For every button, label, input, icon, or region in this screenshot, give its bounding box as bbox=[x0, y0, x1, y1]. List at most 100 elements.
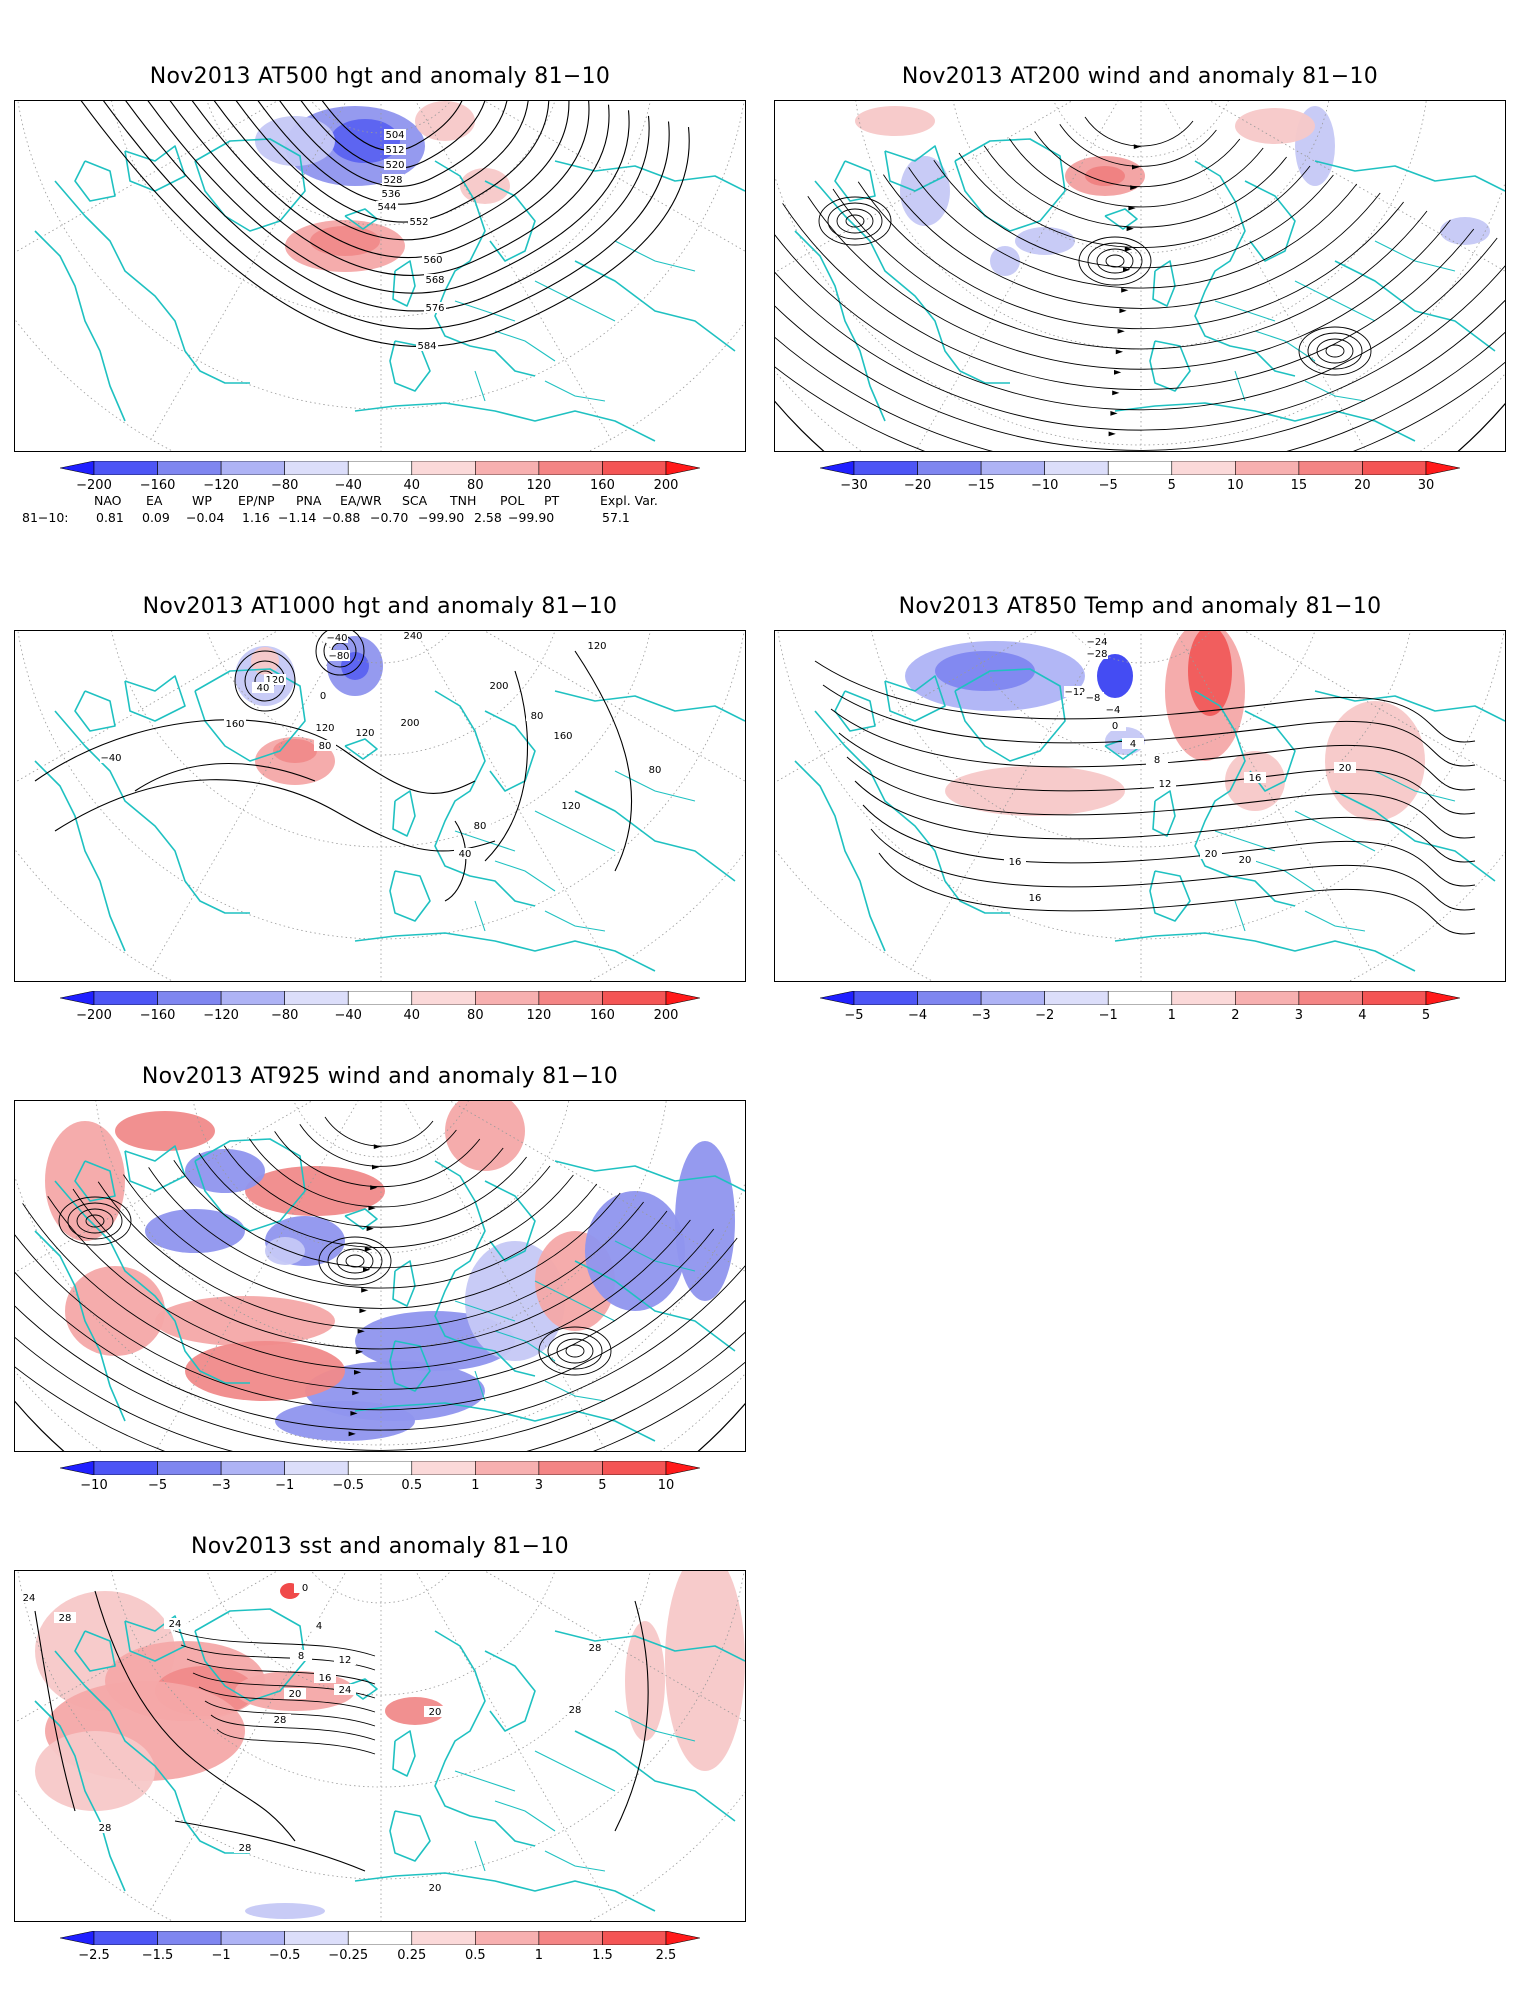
colorbar-tick-label: −15 bbox=[967, 478, 995, 493]
colorbar-swatch bbox=[602, 460, 667, 476]
colorbar-swatch bbox=[1298, 990, 1363, 1006]
coastline bbox=[484, 180, 536, 262]
country-border bbox=[534, 1750, 616, 1792]
coastline bbox=[354, 1872, 656, 1912]
colorbar-swatch bbox=[853, 990, 918, 1006]
colorbar-tick-label: −120 bbox=[203, 1008, 239, 1023]
anomaly-shading bbox=[245, 1903, 325, 1919]
colorbar-labels: −5 −4 −3 −2 −1 1 2 3 4 5 bbox=[820, 1008, 1460, 1026]
country-border bbox=[544, 1850, 606, 1872]
contour-line bbox=[878, 852, 1476, 935]
coastline bbox=[389, 870, 431, 922]
colorbar-swatch bbox=[853, 460, 918, 476]
contour-line bbox=[213, 101, 570, 241]
colorbar-tick-label: −0.5 bbox=[268, 1948, 301, 1963]
streamline-arrow bbox=[370, 1185, 378, 1191]
contour-line bbox=[174, 1630, 376, 1657]
colorbar-tick-label: −2 bbox=[1035, 1008, 1055, 1023]
contour-label: −28 bbox=[1086, 649, 1107, 660]
colorbar-tick-label: 3 bbox=[534, 1478, 544, 1493]
coastline bbox=[54, 710, 250, 914]
streamline-eddy bbox=[1325, 344, 1345, 358]
coastline bbox=[554, 1630, 745, 1662]
contour-line bbox=[846, 756, 1476, 839]
contour-line bbox=[47, 1195, 691, 1370]
contour-line bbox=[1009, 138, 1264, 208]
contour-label: 544 bbox=[377, 202, 396, 213]
contour-line bbox=[775, 299, 1505, 451]
contour-label: 16 bbox=[1249, 773, 1262, 784]
country-border bbox=[544, 910, 606, 932]
anomaly-shading bbox=[855, 106, 935, 136]
colorbar-swatch bbox=[157, 1930, 222, 1946]
contour-label: 12 bbox=[1159, 779, 1172, 790]
colorbar-swatch bbox=[602, 1460, 667, 1476]
colorbar-swatch bbox=[93, 1460, 158, 1476]
contour-label: 24 bbox=[169, 1619, 182, 1630]
country-border bbox=[1254, 860, 1316, 892]
coastline bbox=[392, 790, 416, 837]
coastline bbox=[389, 1810, 431, 1862]
coastline bbox=[1194, 690, 1296, 907]
contour-label: −24 bbox=[1086, 637, 1107, 648]
colorbar-swatch bbox=[1044, 460, 1109, 476]
contour-line bbox=[775, 331, 1505, 451]
streamline-eddy bbox=[538, 1326, 612, 1376]
contour-line bbox=[234, 650, 296, 712]
contour-line bbox=[857, 181, 1404, 330]
coastline bbox=[484, 1650, 536, 1732]
country-border bbox=[1304, 910, 1366, 932]
streamline-eddy bbox=[345, 1254, 365, 1268]
contour-label: −4 bbox=[1106, 705, 1121, 716]
panel-at1000: Nov2013 AT1000 hgt and anomaly 81−10 −40… bbox=[14, 594, 746, 1024]
colorbar-tick-label: −1 bbox=[1098, 1008, 1118, 1023]
colorbar-swatch bbox=[980, 460, 1045, 476]
anomaly-shading bbox=[275, 1401, 415, 1441]
streamline-arrow bbox=[1128, 205, 1136, 211]
contour-line bbox=[34, 1610, 76, 1812]
streamline-arrow bbox=[350, 1410, 358, 1416]
index-value: −0.70 bbox=[370, 510, 409, 525]
streamline-arrow bbox=[353, 1369, 362, 1375]
colorbar-swatch bbox=[157, 1460, 222, 1476]
country-border bbox=[534, 1280, 616, 1322]
coastline bbox=[434, 160, 536, 377]
contour-line bbox=[257, 101, 529, 205]
contour-line bbox=[300, 101, 486, 170]
coastline bbox=[574, 1730, 736, 1822]
graticule bbox=[775, 631, 1505, 981]
coastline bbox=[884, 675, 946, 722]
contour-line bbox=[822, 684, 1476, 767]
colorbar-swatch bbox=[220, 1460, 285, 1476]
streamline-arrow bbox=[366, 1226, 374, 1232]
colorbar-tick-label: −2.5 bbox=[78, 1948, 110, 1963]
graticule bbox=[15, 1101, 745, 1451]
streamline-eddy bbox=[827, 202, 883, 240]
country-border bbox=[1254, 330, 1316, 362]
coastline bbox=[794, 230, 886, 422]
streamline-eddy bbox=[1316, 338, 1354, 364]
streamline-arrow bbox=[1130, 185, 1138, 191]
streamline-eddy bbox=[845, 214, 865, 228]
country-border bbox=[614, 1710, 696, 1742]
contour-line bbox=[870, 828, 1476, 911]
colorbar-tick-label: −30 bbox=[840, 478, 868, 493]
coastline bbox=[574, 260, 736, 352]
anomaly-shading bbox=[935, 651, 1035, 691]
colorbar-tick-label: −120 bbox=[203, 478, 239, 493]
colorbar-tick-label: −3 bbox=[971, 1008, 991, 1023]
country-border bbox=[1294, 280, 1376, 322]
colorbar-swatch bbox=[93, 460, 158, 476]
streamline-eddy bbox=[76, 1208, 114, 1234]
contour-line bbox=[123, 1174, 621, 1309]
coastline bbox=[194, 138, 306, 232]
coastline bbox=[574, 790, 736, 882]
colorbar-swatch bbox=[475, 990, 540, 1006]
colorbar-tick-label: 200 bbox=[653, 1008, 679, 1023]
anomaly-shading bbox=[385, 1697, 445, 1725]
streamline-arrow bbox=[357, 1328, 365, 1334]
contour-label: 240 bbox=[403, 631, 422, 642]
map-area bbox=[774, 100, 1506, 452]
anomaly-shading bbox=[1015, 227, 1075, 255]
contour-label: 28 bbox=[239, 1843, 252, 1854]
